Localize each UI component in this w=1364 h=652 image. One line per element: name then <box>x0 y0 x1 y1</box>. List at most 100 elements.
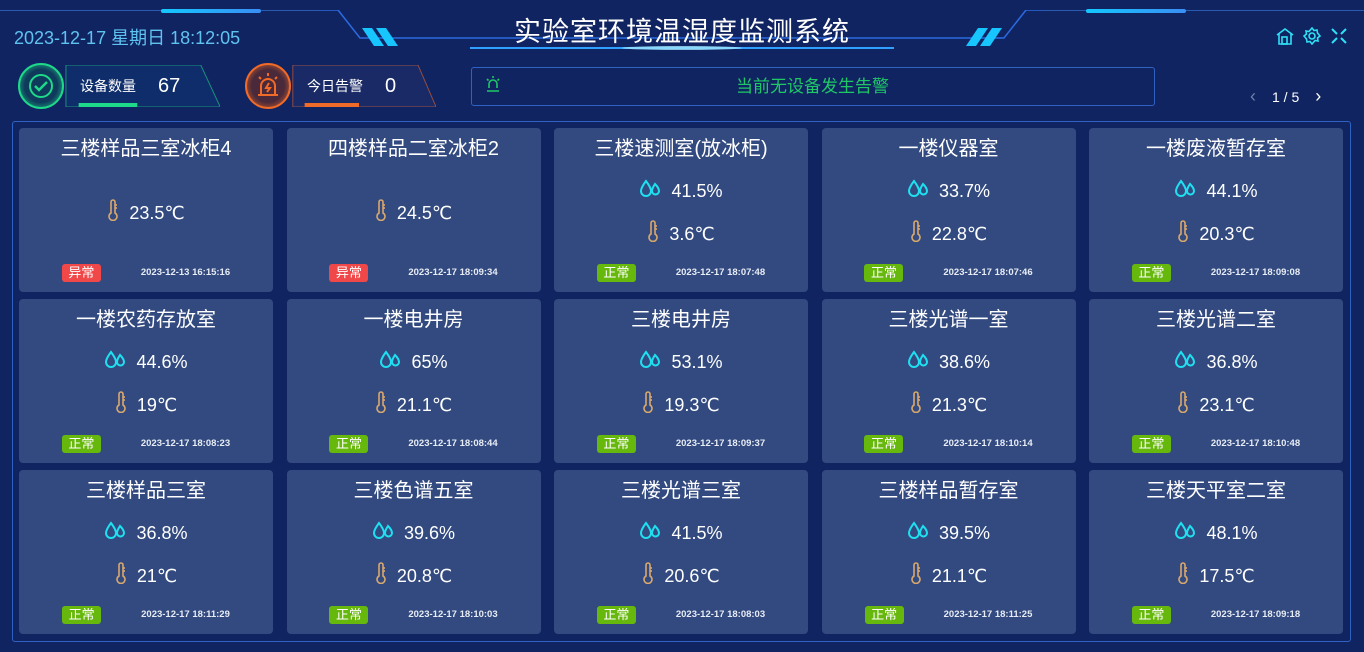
gear-icon[interactable] <box>1302 26 1322 46</box>
temperature-value: 23.5℃ <box>129 202 185 223</box>
humidity-icon <box>1174 178 1196 203</box>
device-card[interactable]: 一楼仪器室 33.7% 22.8℃ 正常 2023-12-17 18:07:46 <box>821 128 1076 292</box>
prev-page-button[interactable]: ‹ <box>1250 86 1256 106</box>
home-icon[interactable] <box>1276 27 1294 45</box>
humidity-reading: 48.1% <box>1174 520 1258 545</box>
device-name: 三楼光谱二室 <box>1156 309 1276 331</box>
device-name: 四楼样品二室冰柜2 <box>327 138 500 160</box>
temperature-value: 24.5℃ <box>396 202 453 223</box>
status-badge: 正常 <box>1131 606 1171 624</box>
humidity-reading: 39.5% <box>907 520 990 545</box>
header-glow-right <box>1086 9 1186 13</box>
page-indicator: 1 / 5 <box>1272 88 1300 105</box>
thermometer-icon <box>642 391 654 418</box>
temperature-reading: 19℃ <box>104 391 187 418</box>
status-badge: 正常 <box>329 606 369 624</box>
datetime: 2023-12-17 星期日 18:12:05 <box>14 28 241 48</box>
device-card[interactable]: 一楼电井房 65% 21.1℃ 正常 2023-12-17 18:08:44 <box>286 299 541 463</box>
device-card[interactable]: 三楼色谱五室 39.6% 20.8℃ 正常 2023-12-17 18:10:03 <box>286 470 541 634</box>
humidity-value: 53.1% <box>671 351 723 372</box>
temperature-reading: 3.6℃ <box>639 220 722 247</box>
status-badge: 正常 <box>596 435 636 453</box>
device-card[interactable]: 三楼光谱一室 38.6% 21.3℃ 正常 2023-12-17 18:10:14 <box>821 299 1076 463</box>
alarm-light-icon <box>485 75 501 98</box>
update-time: 2023-12-17 18:07:46 <box>943 267 1033 278</box>
temperature-value: 17.5℃ <box>1199 565 1255 586</box>
thermometer-icon <box>647 220 659 247</box>
device-card[interactable]: 三楼样品三室冰柜4 23.5℃ 异常 2023-12-13 16:15:16 <box>19 128 273 292</box>
humidity-icon <box>1174 520 1196 545</box>
thermometer-icon <box>1177 562 1189 589</box>
alarm-light-icon <box>245 63 291 109</box>
device-card[interactable]: 三楼样品三室 36.8% 21℃ 正常 2023-12-17 18:11:29 <box>19 470 273 634</box>
fullscreen-icon[interactable] <box>1330 27 1348 45</box>
device-grid: 三楼样品三室冰柜4 23.5℃ 异常 2023-12-13 16:15:16 四楼样品二… <box>12 121 1351 642</box>
humidity-reading: 36.8% <box>104 520 188 545</box>
humidity-value: 33.7% <box>938 180 991 201</box>
next-page-button[interactable]: › <box>1315 86 1322 106</box>
status-badge: 正常 <box>864 264 904 282</box>
temperature-value: 19.3℃ <box>664 394 720 415</box>
temperature-reading: 24.5℃ <box>375 199 452 226</box>
update-time: 2023-12-17 18:10:03 <box>408 609 498 620</box>
thermometer-icon <box>375 562 387 589</box>
update-time: 2023-12-17 18:11:25 <box>943 609 1033 620</box>
humidity-value: 36.8% <box>136 522 188 543</box>
humidity-value: 44.1% <box>1206 180 1258 201</box>
device-card[interactable]: 一楼废液暂存室 44.1% 20.3℃ 正常 2023-12-17 18:09:08 <box>1089 128 1343 292</box>
humidity-icon <box>379 349 401 374</box>
device-card[interactable]: 三楼速测室(放冰柜) 41.5% 3.6℃ 正常 2023-12-17 18:07:48 <box>554 128 808 292</box>
temperature-reading: 20.3℃ <box>1174 220 1257 247</box>
device-name: 三楼样品三室 <box>86 480 206 502</box>
temperature-reading: 21.1℃ <box>907 562 990 589</box>
humidity-icon <box>104 520 126 545</box>
device-card[interactable]: 三楼天平室二室 48.1% 17.5℃ 正常 2023-12-17 18:09:18 <box>1089 470 1343 634</box>
humidity-icon <box>639 349 661 374</box>
temperature-value: 22.8℃ <box>931 223 988 244</box>
device-name: 一楼农药存放室 <box>76 309 216 331</box>
humidity-icon <box>907 178 929 203</box>
update-time: 2023-12-17 18:09:18 <box>1210 609 1301 620</box>
device-card[interactable]: 三楼电井房 53.1% 19.3℃ 正常 2023-12-17 18:09:37 <box>554 299 808 463</box>
humidity-icon <box>372 520 394 545</box>
humidity-value: 48.1% <box>1206 522 1258 543</box>
status-badge: 异常 <box>329 264 369 282</box>
device-card[interactable]: 三楼光谱二室 36.8% 23.1℃ 正常 2023-12-17 18:10:48 <box>1089 299 1343 463</box>
temperature-value: 21℃ <box>136 565 178 586</box>
update-time: 2023-12-17 18:10:14 <box>943 438 1033 449</box>
humidity-reading: 41.5% <box>639 520 723 545</box>
device-card[interactable]: 三楼光谱三室 41.5% 20.6℃ 正常 2023-12-17 18:08:03 <box>554 470 808 634</box>
humidity-value: 41.5% <box>671 522 723 543</box>
device-card[interactable]: 一楼农药存放室 44.6% 19℃ 正常 2023-12-17 18:08:23 <box>19 299 273 463</box>
update-time: 2023-12-17 18:08:03 <box>675 609 766 620</box>
update-time: 2023-12-17 18:09:34 <box>408 267 498 278</box>
humidity-value: 44.6% <box>136 351 188 372</box>
update-time: 2023-12-17 18:08:23 <box>140 438 231 449</box>
temperature-value: 21.1℃ <box>931 565 988 586</box>
temperature-value: 20.8℃ <box>396 565 453 586</box>
thermometer-icon <box>375 199 387 226</box>
humidity-reading: 53.1% <box>639 349 723 374</box>
status-badge: 正常 <box>329 435 369 453</box>
device-name: 一楼废液暂存室 <box>1146 138 1286 160</box>
header-line-left <box>0 10 320 11</box>
page-title: 实验室环境温湿度监测系统 <box>514 17 850 47</box>
temperature-reading: 21.3℃ <box>907 391 990 418</box>
device-card[interactable]: 三楼样品暂存室 39.5% 21.1℃ 正常 2023-12-17 18:11:25 <box>821 470 1076 634</box>
thermometer-icon <box>107 199 119 226</box>
temperature-value: 19℃ <box>136 394 178 415</box>
header-line-right <box>1044 10 1364 11</box>
device-name: 三楼速测室(放冰柜) <box>594 138 768 160</box>
humidity-value: 41.5% <box>671 180 723 201</box>
device-card[interactable]: 四楼样品二室冰柜2 24.5℃ 异常 2023-12-17 18:09:34 <box>286 128 541 292</box>
humidity-icon <box>639 520 661 545</box>
thermometer-icon <box>642 562 654 589</box>
update-time: 2023-12-17 18:10:48 <box>1210 438 1301 449</box>
humidity-reading: 65% <box>375 349 452 374</box>
status-badge: 正常 <box>1131 435 1171 453</box>
device-name: 一楼仪器室 <box>898 138 999 160</box>
temperature-reading: 17.5℃ <box>1174 562 1257 589</box>
temperature-value: 3.6℃ <box>669 223 715 244</box>
update-time: 2023-12-17 18:09:08 <box>1210 267 1301 278</box>
status-badge: 正常 <box>596 606 636 624</box>
